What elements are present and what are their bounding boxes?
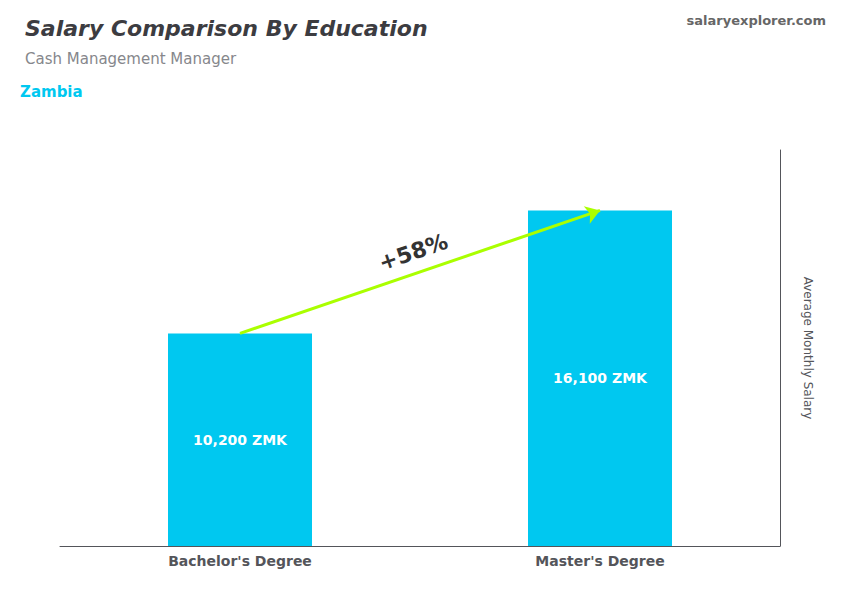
svg-text:Cash Management Manager: Cash Management Manager <box>25 50 237 68</box>
svg-text:10,200 ZMK: 10,200 ZMK <box>193 432 288 448</box>
svg-text:Bachelor's Degree: Bachelor's Degree <box>168 553 312 569</box>
svg-text:16,100 ZMK: 16,100 ZMK <box>553 370 648 386</box>
svg-text:Zambia: Zambia <box>20 83 83 101</box>
svg-text:salaryexplorer.com: salaryexplorer.com <box>687 13 826 28</box>
svg-text:Average Monthly Salary: Average Monthly Salary <box>801 277 815 420</box>
svg-text:+58%: +58% <box>376 229 451 276</box>
svg-text:Salary Comparison By Education: Salary Comparison By Education <box>25 16 428 41</box>
svg-text:Master's Degree: Master's Degree <box>535 553 664 569</box>
